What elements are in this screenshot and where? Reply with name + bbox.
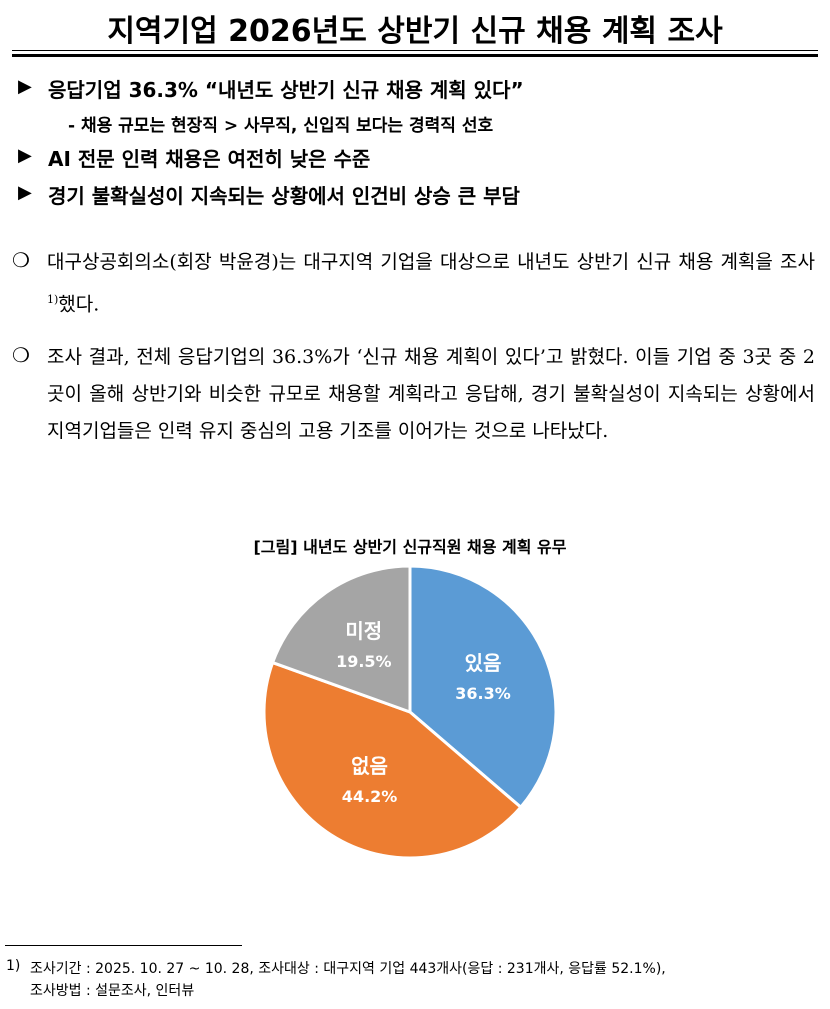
pie-chart: [그림] 내년도 상반기 신규직원 채용 계획 유무 있음 36.3% 없음 44.2… (253, 538, 567, 860)
pie-slice (408, 564, 558, 810)
summary-item: AI 전문 인력 채용은 여전히 낮은 수준 (48, 147, 371, 171)
footnote-ref: 1) (47, 293, 59, 306)
title: 지역기업 2026년도 상반기 신규 채용 계획 조사 (107, 14, 723, 49)
text: 했다. (58, 293, 100, 316)
footnote-line: 조사기간 : 2025. 10. 27 ~ 10. 28, 조사대상 : 대구지… (30, 961, 666, 977)
slice-value: 44.2% (342, 787, 398, 806)
slice-label: 있음 (465, 651, 502, 675)
circle-bullet: ❍ (12, 248, 30, 272)
slice-label: 없음 (351, 754, 388, 778)
bullet-arrow: ▶ (18, 182, 32, 203)
pie-slice (262, 660, 523, 860)
summary-sub: - 채용 규모는 현장직 > 사무직, 신입직 보다는 경력직 선호 (68, 116, 494, 136)
chart-title: [그림] 내년도 상반기 신규직원 채용 계획 유무 (253, 538, 566, 557)
rule (12, 54, 818, 57)
circle-bullet: ❍ (12, 343, 30, 367)
bullet-arrow: ▶ (18, 76, 32, 97)
rule (12, 50, 818, 51)
bullet-arrow: ▶ (18, 145, 32, 166)
footnote-rule (5, 945, 242, 946)
text: 대구상공회의소(회장 박윤경)는 대구지역 기업을 대상으로 내년도 상반기 신… (47, 251, 815, 273)
footnote-line: 조사방법 : 설문조사, 인터뷰 (30, 983, 195, 999)
slice-label: 미정 (345, 619, 382, 643)
footnote-marker: 1) (6, 958, 21, 974)
pie-slice (270, 564, 412, 715)
summary-item: 경기 불확실성이 지속되는 상황에서 인건비 상승 큰 부담 (48, 184, 520, 208)
slice-value: 19.5% (336, 652, 392, 671)
slice-value: 36.3% (455, 684, 511, 703)
paragraph: 대구상공회의소(회장 박윤경)는 대구지역 기업을 대상으로 내년도 상반기 신… (47, 244, 815, 323)
summary-item: 응답기업 36.3% “내년도 상반기 신규 채용 계획 있다” (48, 78, 524, 102)
paragraph: 조사 결과, 전체 응답기업의 36.3%가 ‘신규 채용 계획이 있다’고 밝… (47, 346, 815, 442)
